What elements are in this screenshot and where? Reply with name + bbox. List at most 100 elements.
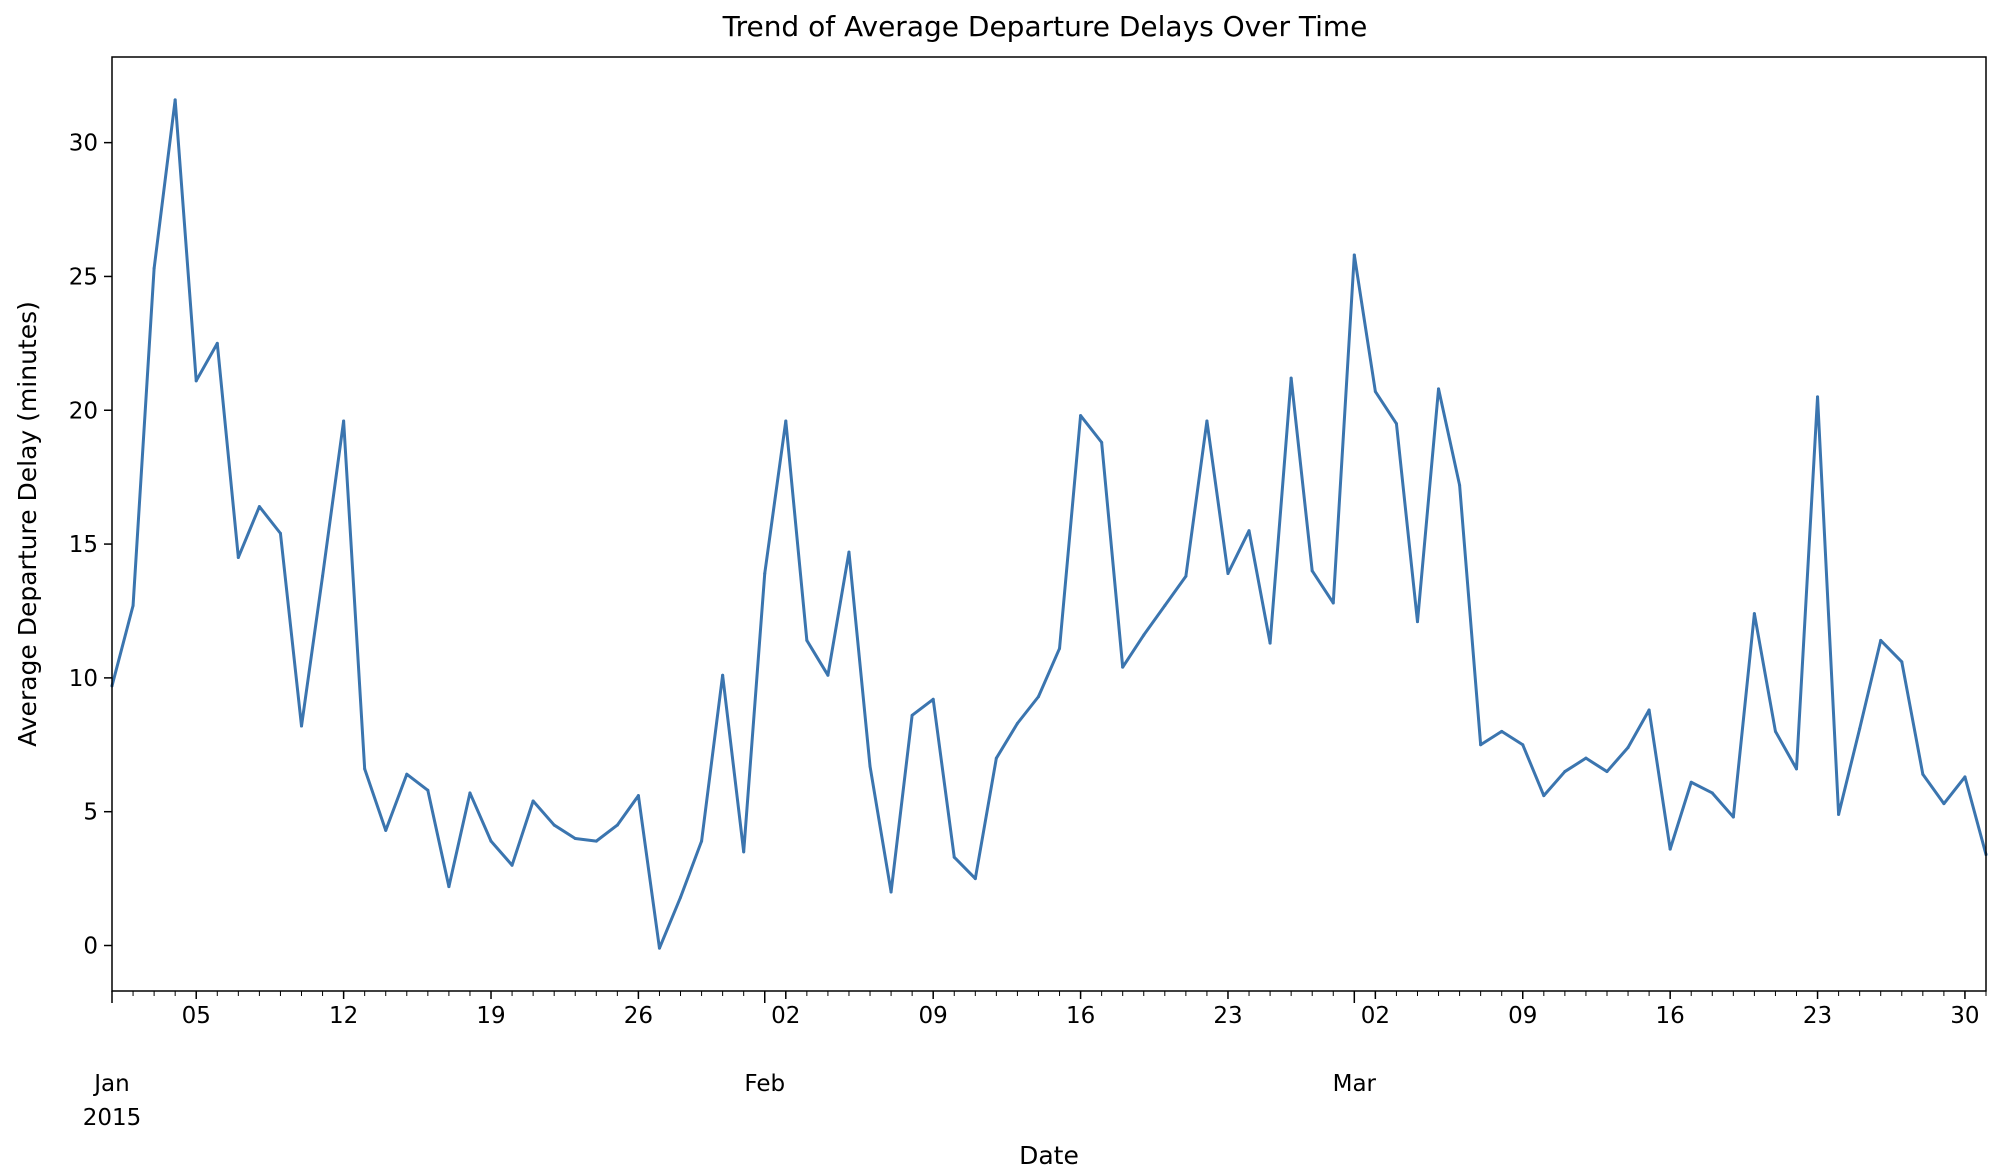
data-point <box>1689 780 1693 784</box>
x-tick-label: 23 <box>1803 1003 1832 1029</box>
data-point <box>1858 727 1862 731</box>
data-point <box>363 767 367 771</box>
data-point <box>910 713 914 717</box>
data-point <box>447 885 451 889</box>
data-point <box>868 764 872 768</box>
data-point <box>994 756 998 760</box>
data-point <box>1100 440 1104 444</box>
x-tick-label: 12 <box>329 1003 358 1029</box>
data-point <box>700 839 704 843</box>
y-axis-label: Average Departure Delay (minutes) <box>13 301 42 747</box>
data-point <box>889 890 893 894</box>
data-point <box>742 850 746 854</box>
x-tick-label: 02 <box>771 1003 800 1029</box>
data-point <box>152 266 156 270</box>
data-point <box>1415 620 1419 624</box>
data-point <box>1837 812 1841 816</box>
data-point <box>342 419 346 423</box>
x-tick-label: 16 <box>1656 1003 1685 1029</box>
y-tick-label: 30 <box>69 131 98 157</box>
chart-title: Trend of Average Departure Delays Over T… <box>722 10 1368 43</box>
data-point <box>1900 660 1904 664</box>
data-point <box>468 791 472 795</box>
y-tick-label: 25 <box>69 264 98 290</box>
data-point <box>1584 756 1588 760</box>
x-tick-label: 30 <box>1950 1003 1979 1029</box>
data-point <box>173 98 177 102</box>
data-point <box>636 794 640 798</box>
data-point <box>1710 791 1714 795</box>
data-point <box>1794 767 1798 771</box>
data-point <box>931 697 935 701</box>
data-point <box>1458 483 1462 487</box>
x-month-label: Mar <box>1333 1071 1377 1097</box>
data-point <box>1036 695 1040 699</box>
data-point <box>1647 708 1651 712</box>
data-point <box>236 555 240 559</box>
data-point <box>594 839 598 843</box>
data-point <box>426 788 430 792</box>
x-tick-label: 09 <box>1508 1003 1537 1029</box>
y-tick-label: 15 <box>69 532 98 558</box>
data-point <box>1079 414 1083 418</box>
series-line <box>110 98 1988 950</box>
data-point <box>1121 665 1125 669</box>
data-point <box>194 379 198 383</box>
data-point <box>1921 772 1925 776</box>
data-point <box>1352 253 1356 257</box>
data-point <box>1752 612 1756 616</box>
data-point <box>1289 376 1293 380</box>
data-point <box>300 724 304 728</box>
data-point <box>552 823 556 827</box>
data-point <box>1626 745 1630 749</box>
data-point <box>763 572 767 576</box>
y-tick-label: 20 <box>69 398 98 424</box>
data-point <box>384 828 388 832</box>
data-point <box>1773 729 1777 733</box>
data-point <box>973 877 977 881</box>
x-tick-label: 02 <box>1361 1003 1390 1029</box>
data-point <box>1542 794 1546 798</box>
data-point <box>1605 770 1609 774</box>
y-tick-label: 10 <box>69 666 98 692</box>
y-axis: 0 5 10 15 20 25 30 <box>69 131 112 960</box>
data-point <box>573 836 577 840</box>
x-tick-label: 19 <box>476 1003 505 1029</box>
data-point <box>1942 802 1946 806</box>
plot-frame <box>111 56 1987 992</box>
data-point <box>1142 633 1146 637</box>
data-point <box>615 823 619 827</box>
data-point <box>679 895 683 899</box>
data-point <box>1373 390 1377 394</box>
data-point <box>1058 646 1062 650</box>
data-point <box>1563 770 1567 774</box>
data-point <box>1437 387 1441 391</box>
data-point <box>1331 601 1335 605</box>
data-point <box>215 341 219 345</box>
data-point <box>1310 569 1314 573</box>
data-point <box>784 419 788 423</box>
data-point <box>721 673 725 677</box>
data-point <box>847 550 851 554</box>
data-point <box>952 855 956 859</box>
data-point <box>805 638 809 642</box>
data-point <box>1163 604 1167 608</box>
data-point <box>489 839 493 843</box>
x-month-label: Feb <box>744 1071 785 1097</box>
data-point <box>1816 395 1820 399</box>
data-point <box>1521 743 1525 747</box>
data-point <box>1668 847 1672 851</box>
y-tick-label: 5 <box>83 800 98 826</box>
x-axis: 05 12 19 26 02 09 16 23 02 09 16 23 30 Jan 2015 Feb Mar <box>83 991 1987 1131</box>
data-point <box>1500 729 1504 733</box>
data-point <box>657 946 661 950</box>
data-point <box>131 604 135 608</box>
data-point <box>321 574 325 578</box>
x-tick-label: 23 <box>1213 1003 1242 1029</box>
data-point <box>1015 721 1019 725</box>
y-tick-label: 0 <box>83 934 98 960</box>
plot-area <box>110 98 1988 950</box>
data-point <box>1268 641 1272 645</box>
x-month-label: Jan <box>92 1071 129 1097</box>
